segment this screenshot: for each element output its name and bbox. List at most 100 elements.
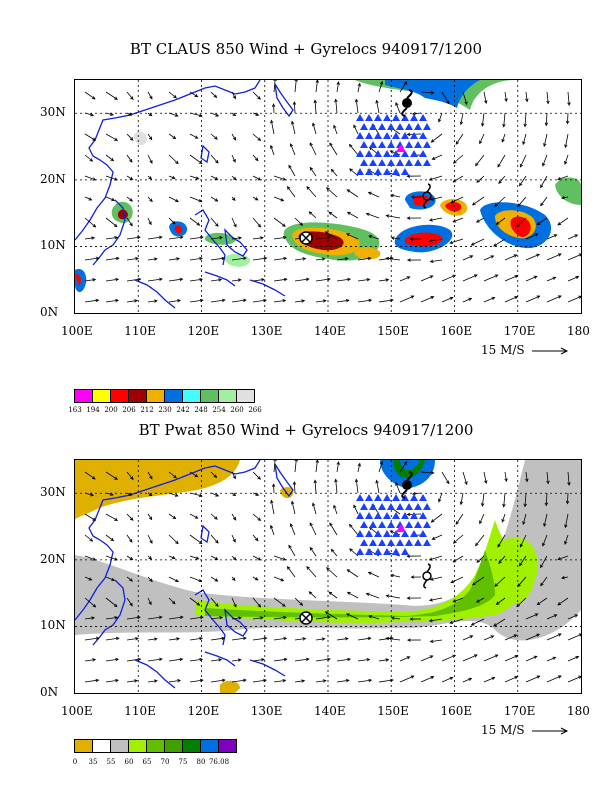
wind-vector-103 — [231, 175, 237, 181]
wind-vector-193 — [105, 256, 120, 261]
colorbar-swatch-0 — [74, 389, 93, 403]
wind-vector-204 — [336, 637, 349, 641]
wind-vector-27 — [147, 112, 153, 117]
wind-vector-254 — [378, 678, 394, 683]
wind-vector-232 — [420, 275, 434, 282]
colorbar-swatch-1 — [92, 389, 111, 403]
cloud-region-1 — [117, 209, 128, 220]
blue-triangle-icon — [392, 548, 400, 555]
blue-triangle-icon — [405, 159, 413, 166]
wind-vector-10 — [294, 80, 298, 93]
wind-vector-73 — [105, 154, 115, 162]
wind-vector-225 — [273, 657, 288, 662]
wind-vector-92 — [497, 534, 506, 548]
wind-vector-191 — [567, 614, 579, 620]
blue-triangle-icon — [374, 530, 382, 537]
colorbar-swatch-3 — [128, 389, 147, 403]
wind-vector-46 — [544, 492, 549, 507]
lat-label-20N: 20N — [40, 171, 66, 186]
wind-vector-98 — [126, 555, 134, 561]
colorbar-label-10: 266 — [248, 406, 262, 414]
wind-vector-95 — [564, 534, 569, 545]
blue-triangle-icon — [410, 530, 418, 537]
wind-vector-151 — [231, 217, 237, 228]
wind-vector-241 — [105, 678, 119, 683]
wind-vector-105 — [273, 555, 287, 561]
wind-vector-78 — [210, 534, 219, 544]
blue-triangle-icon — [360, 159, 368, 166]
cloud-region-14 — [445, 202, 462, 212]
wind-vector-231 — [399, 656, 411, 662]
wind-vector-45 — [523, 112, 527, 128]
wind-vector-131 — [306, 186, 317, 198]
colorbar-label-2: 200 — [104, 406, 118, 414]
wind-vector-33 — [271, 103, 276, 114]
blue-triangle-icon — [410, 150, 418, 157]
blue-triangle-icon — [405, 123, 413, 130]
wind-vector-140 — [494, 196, 506, 207]
wind-vector-84 — [329, 522, 338, 536]
wind-vector-165 — [516, 597, 527, 608]
magenta-triangle-icon — [396, 144, 406, 152]
wind-vector-166 — [536, 217, 548, 226]
cloud-region-20 — [555, 177, 581, 205]
wind-vector-82 — [289, 523, 296, 536]
wind-vector-71 — [564, 133, 569, 149]
pwat-region-3 — [205, 550, 495, 618]
blue-triangle-icon — [387, 539, 395, 546]
wind-vector-131 — [306, 566, 317, 578]
cloud-region-8 — [354, 247, 381, 260]
wind-vector-24 — [84, 112, 95, 117]
wind-vector-233 — [441, 274, 457, 282]
wind-vector-96 — [84, 175, 97, 181]
wind-vector-106 — [288, 544, 296, 557]
colorbar-label-4: 65 — [142, 758, 152, 766]
wind-vector-66 — [455, 513, 464, 525]
blue-triangle-icon — [419, 150, 427, 157]
blue-triangle-icon — [365, 494, 373, 501]
wind-vector-122 — [126, 196, 134, 202]
wind-vector-185 — [428, 618, 443, 623]
blue-triangle-icon — [410, 512, 418, 519]
wind-vector-57 — [270, 499, 275, 515]
wind-vector-95 — [564, 154, 569, 165]
wind-vector-130 — [286, 566, 296, 578]
wind-vector-256 — [420, 676, 435, 683]
lon-label-170E: 170E — [503, 324, 536, 338]
wind-vector-13 — [357, 462, 361, 473]
wind-vector-165 — [516, 217, 527, 228]
wind-vector-38 — [375, 99, 380, 114]
wind-vector-173 — [189, 615, 204, 620]
wind-vector-164 — [495, 597, 506, 605]
wind-vector-253 — [357, 678, 373, 683]
colorbar-swatch-8 — [218, 389, 237, 403]
cloud-region-17 — [510, 216, 531, 238]
lon-label-140E: 140E — [314, 704, 346, 718]
colorbar-label-6: 75 — [178, 758, 188, 766]
wind-vector-13 — [357, 82, 361, 93]
wind-vector-138 — [450, 576, 464, 584]
blue-triangle-icon — [369, 123, 377, 130]
colorbar-swatch-7 — [200, 389, 219, 403]
wind-vector-218 — [126, 277, 142, 282]
panel1-colorbar — [74, 389, 255, 403]
wind-vector-219 — [147, 657, 163, 662]
blue-triangle-icon — [392, 530, 400, 537]
coastline-7 — [204, 271, 236, 287]
wind-vector-42 — [459, 112, 464, 126]
wind-vector-254 — [378, 298, 394, 303]
wind-vector-77 — [189, 154, 203, 165]
wind-vector-22 — [546, 91, 550, 105]
wind-vector-113 — [428, 175, 443, 181]
wind-vector-17 — [441, 471, 450, 485]
wind-vector-220 — [168, 277, 184, 282]
wind-vector-147 — [147, 217, 152, 226]
blue-triangle-icon — [378, 123, 386, 130]
wind-vector-103 — [231, 555, 237, 561]
wind-vector-59 — [311, 122, 317, 135]
wind-vector-235 — [483, 274, 499, 282]
wind-vector-167 — [557, 597, 569, 606]
wind-vector-79 — [231, 154, 236, 163]
wind-vector-126 — [210, 196, 219, 202]
wind-vector-121 — [105, 576, 116, 582]
